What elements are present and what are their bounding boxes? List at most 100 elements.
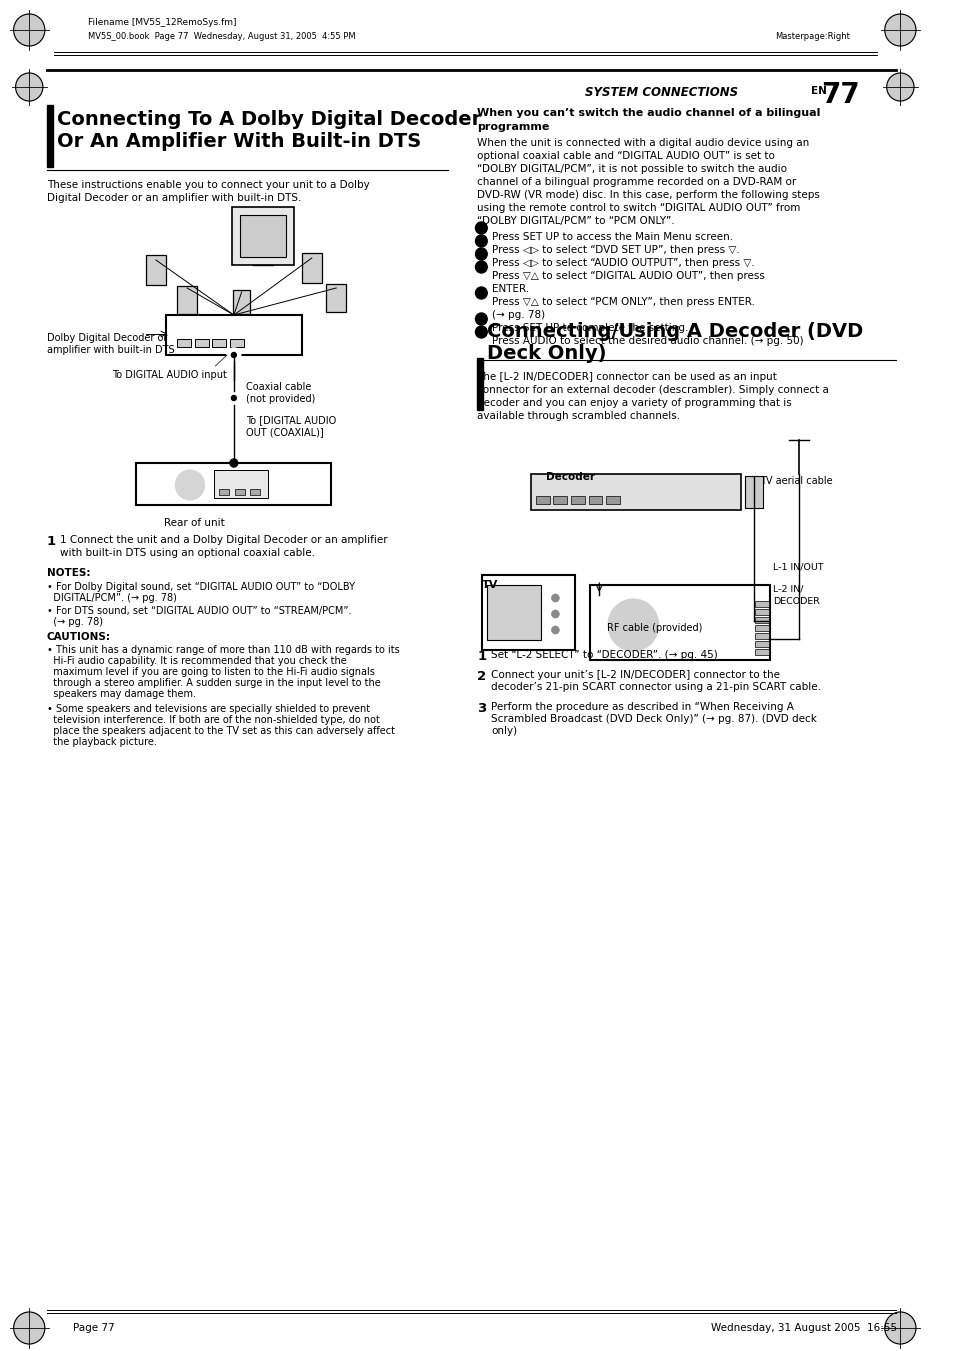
Text: DECODER: DECODER — [772, 597, 819, 607]
Text: DVD-RW (VR mode) disc. In this case, perform the following steps: DVD-RW (VR mode) disc. In this case, per… — [476, 190, 820, 200]
Text: connector for an external decoder (descrambler). Simply connect a: connector for an external decoder (descr… — [476, 385, 828, 394]
Text: Scrambled Broadcast (DVD Deck Only)” (→ pg. 87). (DVD deck: Scrambled Broadcast (DVD Deck Only)” (→ … — [491, 713, 816, 724]
Text: Set “L-2 SELECT” to “DECODER”. (→ pg. 45): Set “L-2 SELECT” to “DECODER”. (→ pg. 45… — [491, 650, 717, 661]
Text: TV: TV — [482, 580, 498, 590]
Text: Press SET UP to complete the setting.: Press SET UP to complete the setting. — [492, 323, 688, 332]
Text: Digital Decoder or an amplifier with built-in DTS.: Digital Decoder or an amplifier with bui… — [47, 193, 301, 203]
Bar — [476, 358, 483, 409]
Text: RF cable (provided): RF cable (provided) — [606, 623, 701, 634]
Text: To DIGITAL AUDIO input: To DIGITAL AUDIO input — [112, 370, 227, 380]
Circle shape — [551, 626, 558, 634]
Text: 1 Connect the unit and a Dolby Digital Decoder or an amplifier: 1 Connect the unit and a Dolby Digital D… — [60, 535, 388, 544]
Bar — [232, 207, 294, 265]
Text: amplifier with built-in DTS: amplifier with built-in DTS — [47, 345, 174, 355]
Circle shape — [227, 349, 240, 362]
Text: (→ pg. 78): (→ pg. 78) — [47, 617, 103, 627]
Bar — [177, 339, 191, 347]
Bar — [589, 585, 769, 661]
Text: programme: programme — [476, 122, 549, 132]
Text: 77: 77 — [821, 81, 860, 109]
Text: place the speakers adjacent to the TV set as this can adversely affect: place the speakers adjacent to the TV se… — [47, 725, 395, 736]
Circle shape — [883, 14, 915, 46]
Bar — [744, 476, 762, 508]
Text: channel of a bilingual programme recorded on a DVD-RAM or: channel of a bilingual programme recorde… — [476, 177, 796, 186]
Text: Press ▽△ to select “DIGITAL AUDIO OUT”, then press: Press ▽△ to select “DIGITAL AUDIO OUT”, … — [492, 272, 764, 281]
Bar — [326, 284, 346, 312]
Text: 6: 6 — [478, 322, 483, 330]
Bar — [755, 648, 768, 655]
Text: Coaxial cable: Coaxial cable — [245, 382, 311, 392]
Text: When you can’t switch the audio channel of a bilingual: When you can’t switch the audio channel … — [476, 108, 820, 118]
Text: 1: 1 — [476, 650, 486, 663]
Text: Press ◁▷ to select “AUDIO OUTPUT”, then press ▽.: Press ◁▷ to select “AUDIO OUTPUT”, then … — [492, 258, 754, 267]
Circle shape — [15, 73, 43, 101]
Text: SYSTEM CONNECTIONS: SYSTEM CONNECTIONS — [584, 86, 737, 99]
Text: available through scrambled channels.: available through scrambled channels. — [476, 411, 679, 422]
Circle shape — [551, 594, 558, 603]
Bar — [487, 585, 540, 640]
Bar — [482, 576, 575, 650]
Text: using the remote control to switch “DIGITAL AUDIO OUT” from: using the remote control to switch “DIGI… — [476, 203, 800, 213]
Text: “DOLBY DIGITAL/PCM”, it is not possible to switch the audio: “DOLBY DIGITAL/PCM”, it is not possible … — [476, 163, 786, 174]
Text: To [DIGITAL AUDIO: To [DIGITAL AUDIO — [245, 415, 335, 426]
Circle shape — [607, 598, 658, 651]
Text: OUT (COAXIAL)]: OUT (COAXIAL)] — [245, 427, 323, 436]
Text: Dolby Digital Decoder or: Dolby Digital Decoder or — [47, 332, 167, 343]
Bar — [755, 640, 768, 647]
Text: EN: EN — [810, 86, 825, 96]
Text: Press AUDIO to select the desired audio channel. (→ pg. 50): Press AUDIO to select the desired audio … — [492, 336, 802, 346]
Text: 3: 3 — [476, 703, 486, 715]
Text: Masterpage:Right: Masterpage:Right — [774, 32, 849, 41]
Text: Filename [MV5S_12RemoSys.fm]: Filename [MV5S_12RemoSys.fm] — [88, 18, 236, 27]
Bar — [755, 617, 768, 623]
Bar — [755, 626, 768, 631]
Bar — [213, 339, 226, 347]
Circle shape — [268, 322, 293, 349]
Text: through a stereo amplifier. A sudden surge in the input level to the: through a stereo amplifier. A sudden sur… — [47, 678, 380, 688]
Text: TV aerial cable: TV aerial cable — [760, 476, 832, 486]
Circle shape — [475, 249, 487, 259]
Text: the playback picture.: the playback picture. — [47, 738, 156, 747]
Text: L-2 IN/: L-2 IN/ — [772, 585, 802, 594]
Text: optional coaxial cable and “DIGITAL AUDIO OUT” is set to: optional coaxial cable and “DIGITAL AUDI… — [476, 151, 775, 161]
Text: NOTES:: NOTES: — [47, 567, 91, 578]
Circle shape — [475, 313, 487, 326]
Circle shape — [232, 396, 236, 400]
Circle shape — [227, 390, 240, 405]
Text: television interference. If both are of the non-shielded type, do not: television interference. If both are of … — [47, 715, 379, 725]
Text: (not provided): (not provided) — [245, 394, 314, 404]
Bar — [219, 489, 229, 494]
Bar — [251, 489, 260, 494]
Text: When the unit is connected with a digital audio device using an: When the unit is connected with a digita… — [476, 138, 809, 149]
Bar — [166, 315, 302, 355]
Bar — [177, 286, 196, 313]
Circle shape — [883, 1312, 915, 1344]
Circle shape — [475, 222, 487, 234]
Circle shape — [13, 1312, 45, 1344]
Text: decoder’s 21-pin SCART connector using a 21-pin SCART cable.: decoder’s 21-pin SCART connector using a… — [491, 682, 821, 692]
Bar — [531, 474, 740, 509]
Bar — [755, 634, 768, 639]
Circle shape — [475, 261, 487, 273]
Text: Press SET UP to access the Main Menu screen.: Press SET UP to access the Main Menu scr… — [492, 232, 733, 242]
Text: 7: 7 — [478, 334, 483, 343]
Text: speakers may damage them.: speakers may damage them. — [47, 689, 195, 698]
Circle shape — [475, 286, 487, 299]
Text: Press ▽△ to select “PCM ONLY”, then press ENTER.: Press ▽△ to select “PCM ONLY”, then pres… — [492, 297, 754, 307]
Bar — [588, 496, 601, 504]
Circle shape — [13, 14, 45, 46]
Text: Perform the procedure as described in “When Receiving A: Perform the procedure as described in “W… — [491, 703, 793, 712]
Text: Connecting To A Dolby Digital Decoder: Connecting To A Dolby Digital Decoder — [56, 109, 480, 128]
Bar — [755, 601, 768, 607]
Text: • This unit has a dynamic range of more than 110 dB with regards to its: • This unit has a dynamic range of more … — [47, 644, 399, 655]
Bar — [146, 255, 166, 285]
Text: These instructions enable you to connect your unit to a Dolby: These instructions enable you to connect… — [47, 180, 369, 190]
Text: Rear of unit: Rear of unit — [164, 517, 224, 528]
Text: MV5S_00.book  Page 77  Wednesday, August 31, 2005  4:55 PM: MV5S_00.book Page 77 Wednesday, August 3… — [88, 32, 355, 41]
Circle shape — [885, 73, 913, 101]
Text: Decoder: Decoder — [545, 471, 594, 482]
Text: 5: 5 — [478, 295, 483, 304]
Text: 2: 2 — [476, 670, 486, 684]
Text: Connecting/Using A Decoder (DVD: Connecting/Using A Decoder (DVD — [487, 322, 862, 340]
Bar — [755, 609, 768, 615]
